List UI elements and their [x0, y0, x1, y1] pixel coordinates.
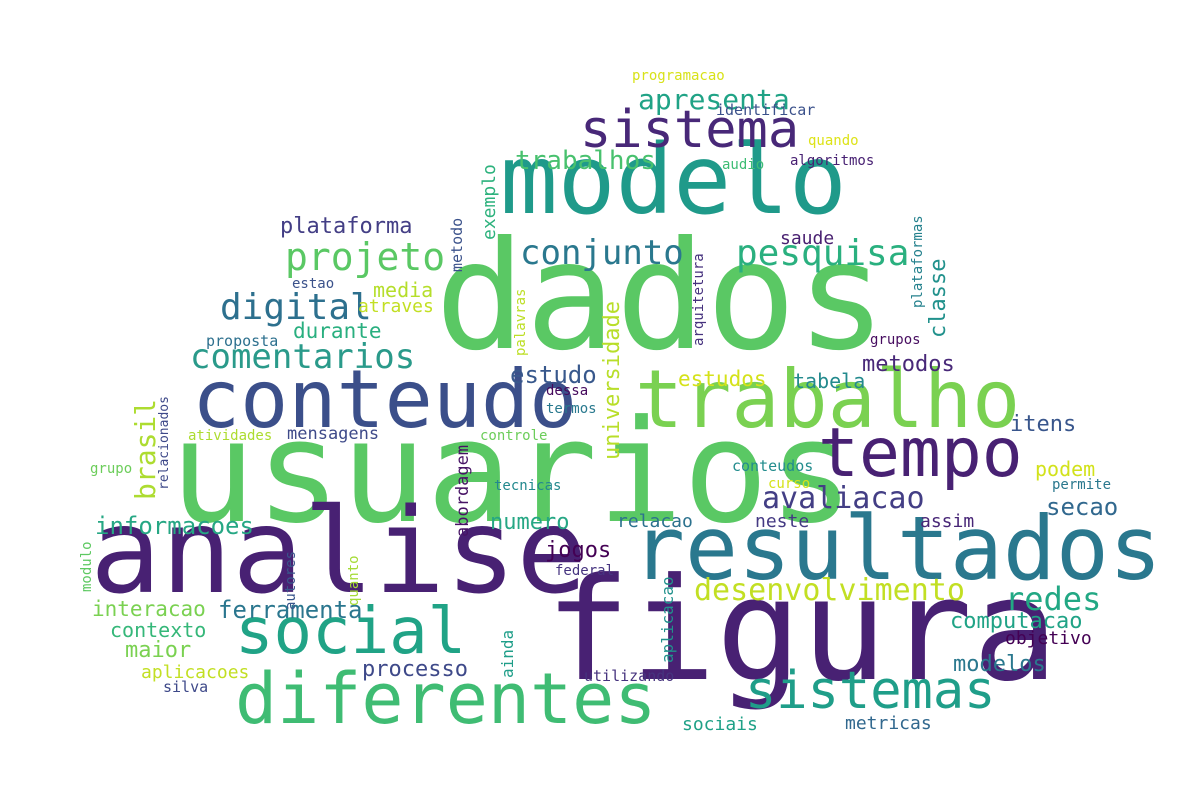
word-media: media — [373, 278, 434, 302]
word-interacao: interacao — [92, 597, 206, 621]
word-aplicacoes: aplicacoes — [141, 662, 250, 683]
word-projeto: projeto — [285, 235, 446, 279]
word-digital: digital — [220, 287, 372, 328]
word-avaliacao: avaliacao — [762, 481, 925, 516]
word-plataformas: plataformas — [910, 215, 926, 308]
word-autores: autores — [283, 550, 299, 610]
word-metricas: metricas — [845, 713, 932, 734]
word-pesquisa: pesquisa — [736, 233, 910, 274]
word-ferramenta: ferramenta — [218, 596, 363, 624]
word-maior: maior — [125, 638, 192, 663]
word-exemplo: exemplo — [479, 164, 500, 240]
word-grupo: grupo — [90, 461, 133, 477]
word-sistema: sistema — [580, 100, 800, 160]
word-ainda: ainda — [498, 629, 517, 678]
word-sistemas: sistemas — [745, 661, 996, 721]
word-atraves: atraves — [358, 296, 434, 317]
word-estao: estao — [292, 276, 335, 292]
word-saude: saude — [780, 228, 835, 249]
word-federal: federal — [555, 563, 615, 579]
word-algoritmos: algoritmos — [790, 153, 875, 169]
word-resultados: resultados — [632, 497, 1162, 600]
word-tecnicas: tecnicas — [494, 478, 562, 494]
word-identificar: identificar — [716, 101, 816, 119]
word-aplicacao: aplicacao — [658, 576, 677, 663]
word-social: social — [235, 595, 467, 669]
word-universidade: universidade — [600, 301, 625, 460]
word-silva: silva — [163, 678, 209, 696]
word-trabalhos: trabalhos — [515, 146, 656, 176]
word-relacionados: relacionados — [157, 396, 172, 490]
word-durante: durante — [293, 319, 382, 343]
word-estudo: estudo — [510, 361, 597, 389]
word-estudos: estudos — [678, 367, 767, 391]
word-permite: permite — [1052, 477, 1112, 493]
word-mensagens: mensagens — [287, 424, 380, 444]
word-jogos: jogos — [545, 538, 612, 563]
word-figura: figura — [545, 548, 1058, 713]
word-assim: assim — [920, 511, 975, 532]
word-audio: audio — [722, 157, 765, 173]
word-arquitetura: arquitetura — [691, 253, 707, 346]
word-redes: redes — [1005, 580, 1102, 618]
word-utilizando: utilizando — [584, 667, 675, 685]
word-diferentes: diferentes — [235, 658, 657, 740]
word-grupos: grupos — [870, 332, 921, 348]
word-secao: secao — [1046, 493, 1119, 521]
word-termos: termos — [546, 401, 597, 417]
word-analise: analise — [90, 482, 588, 620]
word-quando: quando — [808, 133, 859, 149]
word-modulo: modulo — [79, 541, 95, 592]
word-informacoes: informacoes — [95, 512, 254, 540]
word-processo: processo — [362, 657, 468, 682]
word-numero: numero — [490, 510, 570, 535]
word-programacao: programacao — [632, 68, 725, 84]
word-tabela: tabela — [793, 369, 866, 393]
word-trabalho: trabalho — [635, 353, 1021, 446]
word-metodos: metodos — [862, 352, 955, 377]
word-curso: curso — [768, 476, 811, 492]
word-computacao: computacao — [950, 609, 1083, 634]
word-dados: dados — [435, 210, 887, 384]
word-palavras: palavras — [513, 288, 529, 356]
word-conteudos: conteudos — [732, 457, 814, 475]
word-proposta: proposta — [206, 332, 279, 350]
word-contexto: contexto — [110, 618, 207, 642]
word-sociais: sociais — [682, 714, 758, 735]
word-controle: controle — [480, 428, 548, 444]
word-quanto: quanto — [346, 555, 362, 606]
word-atividades: atividades — [188, 428, 273, 444]
word-modelos: modelos — [953, 652, 1046, 677]
word-desenvolvimento: desenvolvimento — [694, 573, 965, 608]
word-metodo: metodo — [448, 217, 466, 272]
word-brasil: brasil — [129, 398, 162, 500]
word-usuarios: usuarios — [170, 390, 854, 555]
word-tempo: tempo — [818, 414, 1023, 493]
word-objetivo: objetivo — [1005, 628, 1092, 649]
word-comentarios: comentarios — [190, 337, 416, 377]
word-plataforma: plataforma — [280, 214, 413, 239]
word-neste: neste — [755, 511, 810, 532]
word-relacao: relacao — [617, 511, 693, 532]
word-itens: itens — [1010, 412, 1077, 437]
word-classe: classe — [926, 258, 951, 338]
word-conjunto: conjunto — [520, 233, 684, 273]
word-conteudo: conteudo — [192, 353, 578, 446]
word-podem: podem — [1035, 457, 1096, 481]
word-modelo: modelo — [500, 124, 847, 236]
word-dessa: dessa — [546, 383, 589, 399]
word-apresenta: apresenta — [638, 83, 790, 116]
word-abordagem: abordagem — [453, 444, 473, 537]
